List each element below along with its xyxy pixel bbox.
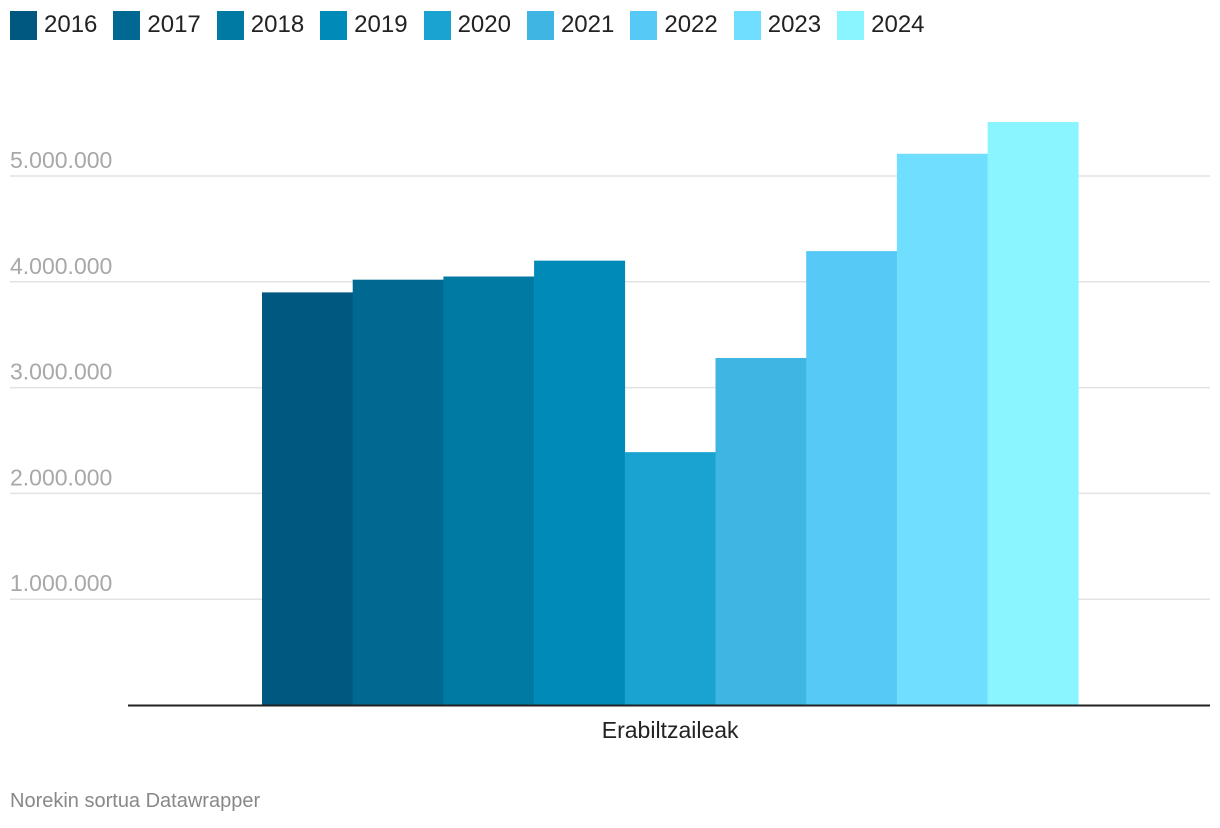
legend-swatch: [216, 10, 244, 40]
bar-2020: [624, 452, 716, 705]
legend-label: 2016: [44, 11, 98, 38]
legend-item-2022: 2022: [630, 10, 718, 40]
x-category-label: Erabiltzaileak: [602, 717, 739, 743]
y-tick-label: 4.000.000: [10, 253, 112, 279]
legend-item-2019: 2019: [320, 10, 408, 40]
y-tick-label: 2.000.000: [10, 464, 112, 490]
footer-credit: Norekin sortua Datawrapper: [10, 790, 261, 812]
legend-label: 2019: [354, 11, 408, 38]
bar-2024: [987, 122, 1079, 706]
legend-item-2021: 2021: [526, 10, 615, 40]
y-tick-label: 3.000.000: [10, 359, 112, 385]
legend-item-2018: 2018: [216, 10, 305, 40]
legend-label: 2023: [767, 11, 822, 38]
legend-swatch: [733, 10, 761, 40]
legend-item-2020: 2020: [423, 10, 511, 40]
y-tick-label: 1.000.000: [10, 570, 112, 596]
bar-2019: [534, 260, 626, 705]
legend-label: 2021: [560, 11, 615, 38]
legend-item-2023: 2023: [733, 10, 822, 40]
legend-label: 2018: [250, 11, 305, 38]
y-tick-label: 5.000.000: [10, 147, 112, 173]
legend-label: 2022: [664, 11, 718, 38]
chart-legend: 2016 2017 2018 2019 2020 2021 2022 2023 2024: [10, 10, 941, 40]
legend-swatch: [423, 10, 451, 40]
legend-swatch: [10, 10, 37, 40]
legend-label: 2024: [871, 11, 925, 38]
legend-swatch: [630, 10, 658, 40]
bar-2022: [806, 251, 898, 706]
bar-2017: [352, 279, 444, 705]
bar-2021: [715, 357, 807, 705]
legend-swatch: [320, 10, 348, 40]
legend-item-2017: 2017: [113, 10, 201, 40]
bar-2016: [262, 292, 353, 705]
legend-swatch: [113, 10, 141, 40]
bar-2018: [443, 276, 535, 705]
legend-swatch: [526, 10, 554, 40]
bar-2023: [896, 153, 988, 706]
legend-label: 2017: [147, 11, 201, 38]
legend-swatch: [837, 10, 865, 40]
legend-item-2016: 2016: [10, 10, 97, 40]
legend-label: 2020: [457, 11, 511, 38]
legend-item-2024: 2024: [837, 10, 925, 40]
